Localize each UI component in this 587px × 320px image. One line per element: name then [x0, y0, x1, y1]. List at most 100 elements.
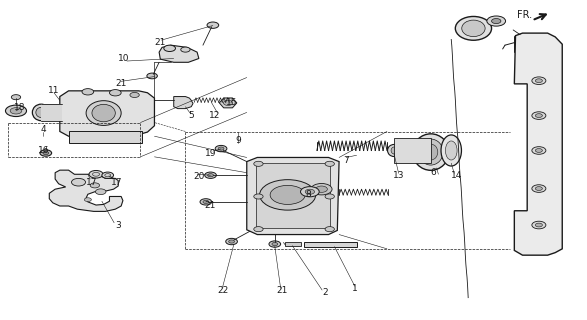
Circle shape — [535, 79, 542, 83]
Ellipse shape — [446, 141, 457, 160]
Circle shape — [535, 148, 542, 152]
Circle shape — [259, 180, 316, 210]
Circle shape — [11, 95, 21, 100]
Circle shape — [316, 186, 328, 192]
Circle shape — [270, 185, 305, 204]
Text: 11: 11 — [48, 86, 60, 95]
Text: 7: 7 — [343, 156, 349, 164]
Text: 15: 15 — [227, 99, 238, 108]
Polygon shape — [60, 91, 154, 136]
Ellipse shape — [456, 16, 491, 40]
Ellipse shape — [391, 147, 397, 154]
Polygon shape — [514, 33, 562, 255]
Bar — [255, 163, 330, 228]
Circle shape — [487, 16, 505, 26]
Circle shape — [200, 199, 212, 205]
Circle shape — [90, 183, 100, 188]
Text: 6: 6 — [431, 168, 437, 177]
Circle shape — [535, 223, 542, 227]
Polygon shape — [247, 157, 339, 235]
Text: 5: 5 — [188, 111, 194, 120]
Text: 4: 4 — [41, 125, 46, 134]
Text: 9: 9 — [235, 136, 241, 146]
Bar — [285, 243, 301, 246]
Circle shape — [229, 240, 234, 243]
Circle shape — [491, 19, 501, 24]
Circle shape — [215, 145, 227, 152]
Circle shape — [82, 89, 94, 95]
Circle shape — [164, 45, 176, 52]
Circle shape — [181, 47, 190, 52]
Text: 10: 10 — [119, 54, 130, 63]
Circle shape — [535, 114, 542, 117]
Text: 21: 21 — [154, 38, 166, 47]
Circle shape — [130, 92, 139, 98]
Circle shape — [325, 227, 335, 232]
Circle shape — [272, 243, 278, 246]
Text: FR.: FR. — [517, 10, 532, 20]
Ellipse shape — [413, 134, 449, 170]
Ellipse shape — [419, 139, 443, 165]
Circle shape — [109, 90, 121, 96]
Bar — [41, 104, 62, 121]
Text: 8: 8 — [305, 190, 311, 199]
Text: 1: 1 — [352, 284, 357, 293]
Circle shape — [72, 178, 86, 186]
Circle shape — [147, 73, 157, 79]
Circle shape — [10, 108, 22, 114]
Circle shape — [40, 150, 52, 156]
Ellipse shape — [462, 20, 485, 36]
Circle shape — [301, 187, 319, 197]
Circle shape — [203, 200, 209, 204]
Ellipse shape — [387, 144, 400, 156]
Circle shape — [254, 161, 263, 166]
Polygon shape — [159, 45, 199, 62]
Circle shape — [311, 183, 332, 195]
Text: 14: 14 — [451, 172, 463, 180]
Circle shape — [254, 227, 263, 232]
Ellipse shape — [441, 135, 461, 166]
Circle shape — [532, 147, 546, 154]
Circle shape — [532, 77, 546, 84]
Circle shape — [85, 198, 92, 202]
Text: 22: 22 — [218, 286, 229, 295]
Text: 19: 19 — [205, 149, 216, 158]
Bar — [304, 243, 356, 247]
Circle shape — [43, 151, 49, 155]
Circle shape — [535, 187, 542, 190]
Polygon shape — [220, 98, 237, 108]
Ellipse shape — [32, 104, 50, 121]
Circle shape — [532, 112, 546, 119]
Circle shape — [208, 174, 214, 177]
Circle shape — [325, 194, 335, 199]
Text: 21: 21 — [276, 286, 288, 295]
Circle shape — [254, 194, 263, 199]
Circle shape — [226, 238, 237, 245]
Text: 18: 18 — [14, 103, 26, 112]
Circle shape — [218, 147, 224, 150]
Text: 2: 2 — [323, 288, 329, 297]
Text: 3: 3 — [116, 220, 121, 229]
Polygon shape — [174, 97, 193, 108]
Circle shape — [224, 100, 232, 105]
Text: 20: 20 — [193, 172, 204, 181]
Ellipse shape — [36, 107, 46, 117]
Polygon shape — [69, 132, 141, 142]
Circle shape — [305, 189, 315, 194]
Ellipse shape — [424, 144, 438, 160]
Text: 17: 17 — [112, 178, 123, 187]
Circle shape — [207, 22, 219, 28]
Text: 16: 16 — [38, 146, 49, 155]
Bar — [394, 138, 431, 163]
Polygon shape — [49, 170, 123, 212]
Circle shape — [89, 171, 103, 178]
Circle shape — [102, 172, 113, 178]
Text: 12: 12 — [209, 111, 220, 120]
Circle shape — [532, 185, 546, 192]
Text: 21: 21 — [116, 79, 127, 88]
Text: 17: 17 — [86, 178, 97, 187]
Ellipse shape — [92, 104, 115, 122]
Circle shape — [5, 105, 26, 116]
Text: 21: 21 — [205, 201, 216, 210]
Circle shape — [269, 241, 281, 247]
